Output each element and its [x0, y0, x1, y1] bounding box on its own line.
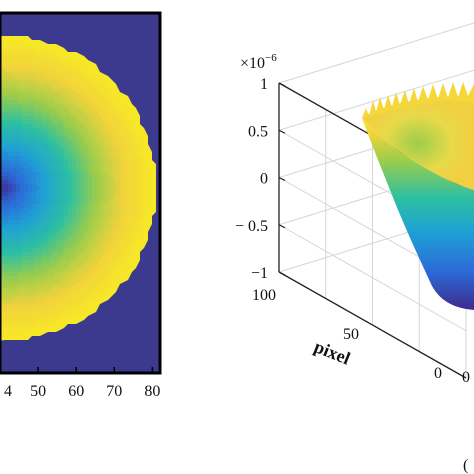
z-exponent-power: −6 [265, 52, 277, 64]
heatmap-x-tick-partial: 4 [4, 383, 12, 400]
z-tick-mark [278, 176, 286, 182]
z-tick-mark [278, 129, 286, 134]
grid-line [278, 69, 474, 131]
heatmap-x-tick-label: 60 [68, 383, 84, 400]
heatmap-frame [0, 11, 162, 375]
z-exponent-label: ×10−6 [240, 52, 277, 72]
partial-label-bottom-right: ( [463, 457, 468, 474]
surface-z-axis: 1 0.5 0 − 0.5 −1 [235, 76, 286, 282]
surface-bowl-inner [362, 96, 474, 190]
z-tick-mark [278, 271, 286, 276]
surface-bowl-rim [362, 82, 474, 118]
heatmap-x-tick-label: 80 [144, 383, 160, 400]
surface-x-tick-label: 0 [434, 365, 442, 382]
z-tick-label: 0.5 [248, 123, 268, 140]
z-tick-label: −1 [251, 265, 268, 282]
z-tick-mark [278, 224, 286, 229]
x-axis-line [278, 271, 467, 379]
z-tick-label: − 0.5 [235, 218, 268, 235]
surface-y-tick-partial: 0 [462, 369, 470, 386]
heatmap-x-axis: 50 60 70 80 [30, 367, 160, 400]
z-tick-label: 0 [260, 171, 268, 188]
heatmap-ring [0, 184, 8, 192]
surface-x-tick-label: 100 [252, 287, 276, 304]
surface-bowl [362, 82, 474, 310]
surface-bowl-body [362, 118, 474, 310]
grid-line [278, 224, 467, 332]
z-exponent-base: ×10 [240, 55, 265, 72]
z-tick-mark [278, 82, 286, 87]
heatmap-rings [0, 35, 156, 341]
heatmap-x-tick-label: 50 [30, 383, 46, 400]
heatmap-panel: 50 60 70 80 4 [0, 11, 162, 400]
z-tick-label: 1 [260, 76, 268, 93]
heatmap-x-tick-label: 70 [106, 383, 122, 400]
surface-x-tick-label: 50 [343, 326, 359, 343]
surface-x-axis: 100 50 0 [252, 287, 442, 382]
grid-line [278, 22, 474, 84]
